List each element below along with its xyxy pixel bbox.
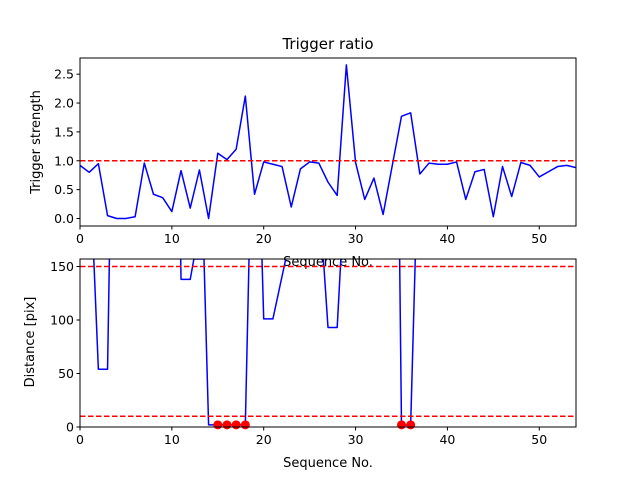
chart-title: Trigger ratio	[281, 35, 373, 53]
data-point	[240, 420, 250, 430]
y-axis-label: Trigger strength	[29, 90, 44, 195]
x-tick-label: 40	[439, 432, 455, 447]
x-tick-label: 30	[348, 231, 364, 246]
series-line	[93, 259, 417, 426]
x-axis-label: Sequence No.	[283, 255, 373, 270]
y-tick-label: 0.5	[54, 182, 74, 197]
data-point	[222, 420, 232, 430]
y-tick-label: 100	[50, 312, 74, 327]
y-tick-label: 0.0	[54, 211, 74, 226]
y-tick-label: 150	[50, 259, 74, 274]
y-tick-label: 1.0	[54, 153, 74, 168]
x-axis-label: Sequence No.	[283, 456, 373, 471]
axes-frame	[79, 258, 577, 428]
plot-area	[80, 64, 576, 220]
axes-frame	[79, 57, 577, 227]
y-tick-label: 2.5	[54, 67, 74, 82]
y-axis-label: Distance [pix]	[23, 297, 38, 388]
series-line	[80, 64, 576, 220]
data-point	[213, 420, 223, 430]
distance-chart: Distance [pix] Sequence No. 0 10 20 30 40 50 0…	[23, 258, 577, 471]
x-tick-label: 20	[256, 231, 272, 246]
data-point	[396, 420, 406, 430]
y-tick-label: 50	[58, 366, 74, 381]
trigger-ratio-chart: Trigger ratio Trigger strength Sequence …	[29, 35, 577, 270]
x-tick-label: 10	[164, 231, 180, 246]
x-tick-label: 0	[76, 432, 84, 447]
data-point	[231, 420, 241, 430]
x-tick-label: 50	[531, 432, 547, 447]
y-tick-label: 2.0	[54, 96, 74, 111]
x-tick-label: 10	[164, 432, 180, 447]
y-tick-label: 1.5	[54, 124, 74, 139]
x-tick-label: 30	[348, 432, 364, 447]
y-tick-label: 0	[66, 420, 74, 435]
x-tick-label: 50	[531, 231, 547, 246]
plot-area	[80, 259, 576, 426]
x-tick-label: 20	[256, 432, 272, 447]
data-point	[406, 420, 416, 430]
x-tick-label: 40	[439, 231, 455, 246]
x-tick-label: 0	[76, 231, 84, 246]
